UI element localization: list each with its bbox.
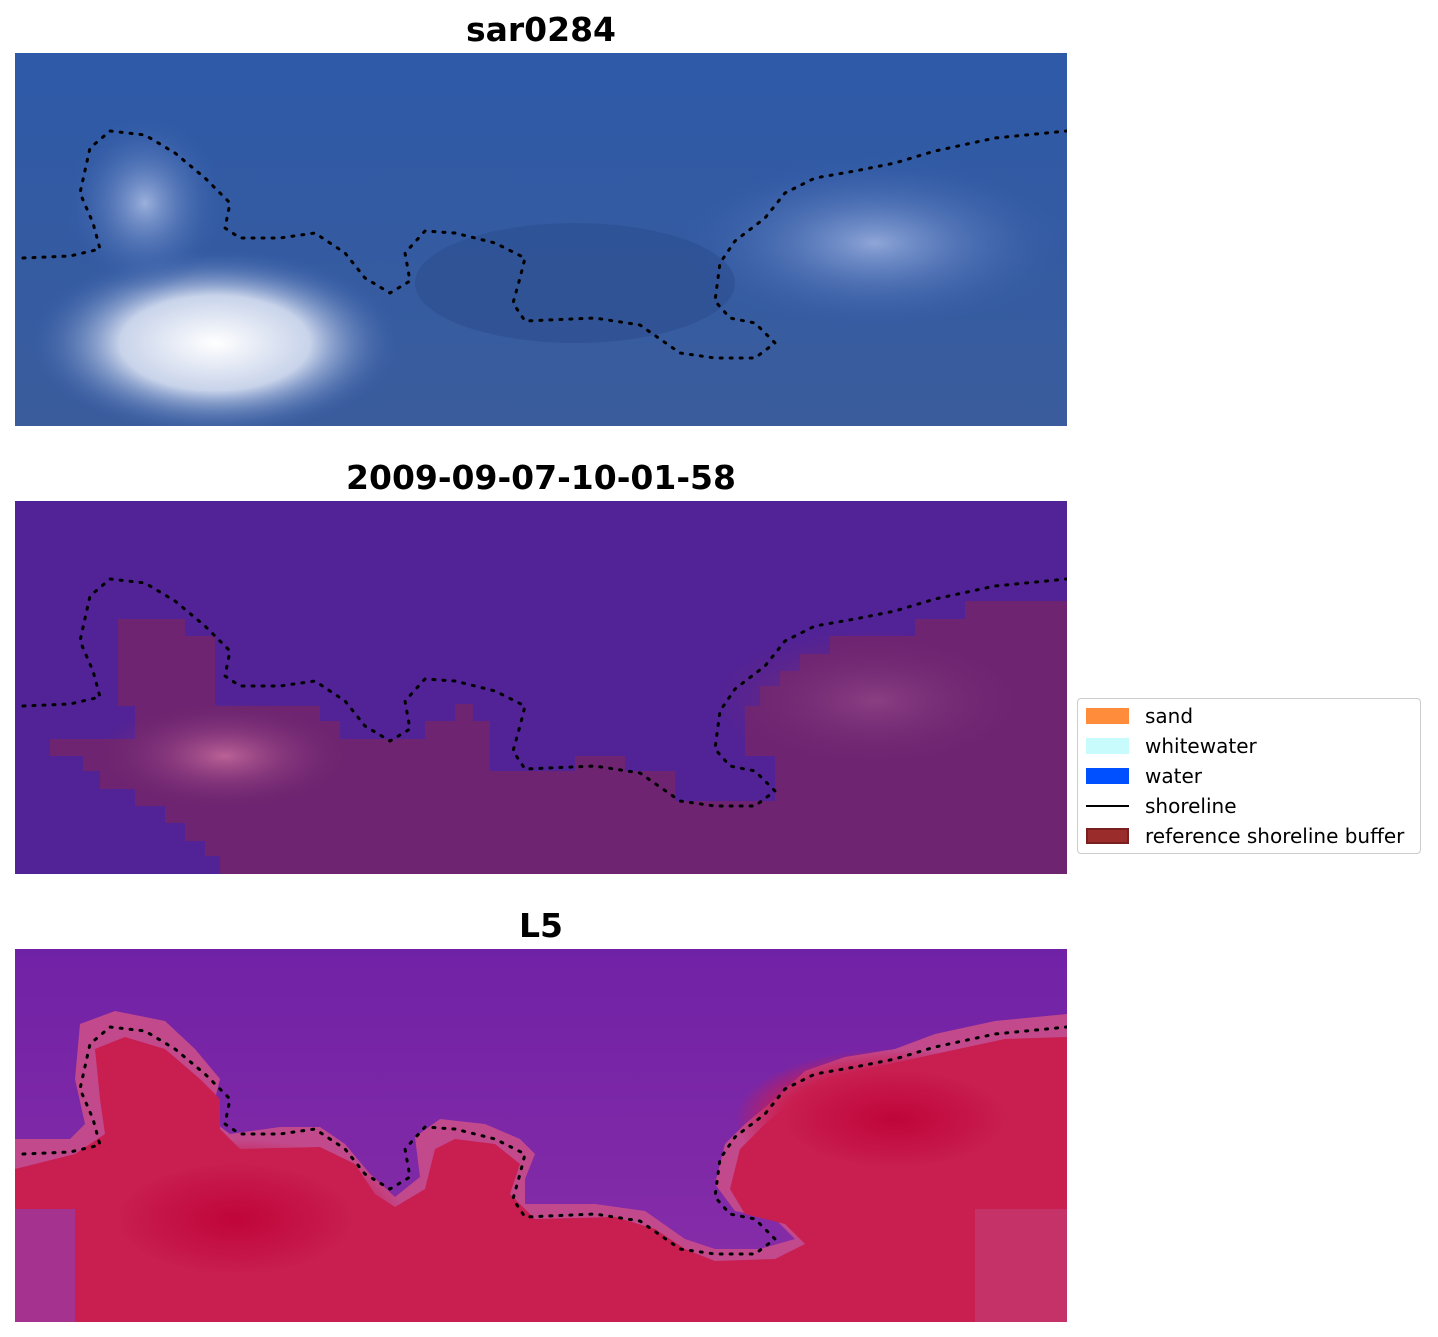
legend-item-shoreline: shoreline xyxy=(1086,794,1237,818)
classified-shoreline xyxy=(21,577,1067,808)
legend-item-whitewater: whitewater xyxy=(1086,734,1257,758)
sar-foam-right xyxy=(675,153,1067,333)
sar-shoreline xyxy=(21,129,1067,360)
legend-label-whitewater: whitewater xyxy=(1145,734,1257,758)
legend-swatch-sand xyxy=(1086,708,1129,724)
classified-land-highlight-right xyxy=(715,631,1035,771)
legend-label-shoreline: shoreline xyxy=(1145,794,1237,818)
legend-swatch-whitewater xyxy=(1086,738,1129,754)
legend-label-reference-buffer: reference shoreline buffer xyxy=(1145,824,1405,848)
legend-swatch-reference-buffer xyxy=(1086,828,1129,844)
legend-label-sand: sand xyxy=(1145,704,1194,728)
legend-label-water: water xyxy=(1145,764,1202,788)
panel-title-2: 2009-09-07-10-01-58 xyxy=(346,458,736,497)
image-panel-sar xyxy=(15,53,1067,426)
image-panel-classified xyxy=(15,501,1067,874)
panel-title-3: L5 xyxy=(519,906,563,945)
sar-foam-left xyxy=(25,248,405,426)
sar-foam-upper-left xyxy=(65,113,225,293)
legend-swatch-water xyxy=(1086,768,1129,784)
legend-line-shoreline xyxy=(1086,798,1129,814)
probability-edge-right xyxy=(975,1209,1067,1322)
classified-land-highlight xyxy=(95,701,355,811)
panel-title-1: sar0284 xyxy=(465,10,617,49)
sar-dark-center xyxy=(415,223,735,343)
legend-item-water: water xyxy=(1086,764,1202,788)
probability-shoreline xyxy=(21,1025,1067,1256)
legend-item-sand: sand xyxy=(1086,704,1194,728)
probability-edge-left xyxy=(15,1209,75,1322)
legend: sand whitewater water shoreline referenc… xyxy=(1077,698,1421,854)
probability-peak-right xyxy=(735,1049,1055,1189)
probability-peak-left xyxy=(65,1139,405,1299)
image-panel-probability xyxy=(15,949,1067,1322)
legend-item-reference-buffer: reference shoreline buffer xyxy=(1086,824,1405,848)
